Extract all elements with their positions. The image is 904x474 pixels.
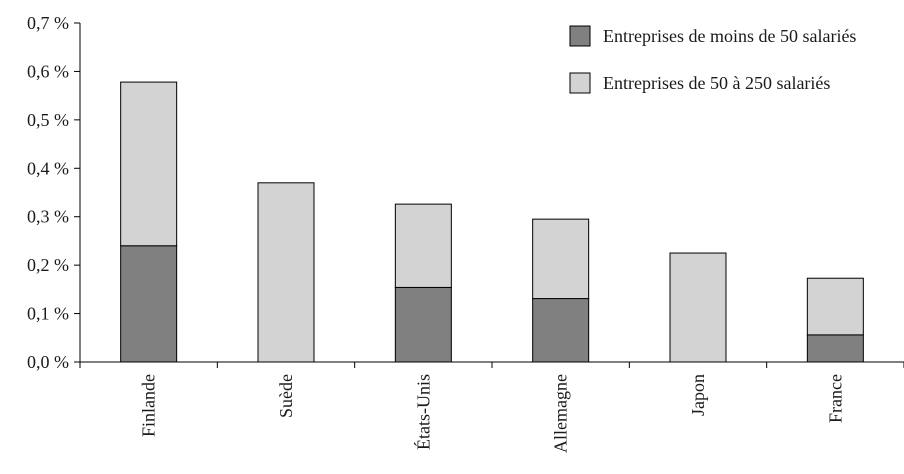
bar-mid-firms-4 (669, 252, 727, 363)
legend-swatch (569, 72, 591, 94)
bar-small-firms-2 (394, 286, 452, 363)
x-tick-label: Allemagne (551, 374, 571, 453)
y-tick-label: 0,6 % (27, 61, 69, 81)
bar-mid-firms-3 (532, 218, 590, 300)
y-tick-label: 0,1 % (27, 304, 69, 324)
y-tick-label: 0,4 % (27, 158, 69, 178)
x-tick-label: États-Unis (412, 374, 433, 450)
y-axis: 0,0 % 0,1 % 0,2 % 0,3 % 0,4 % 0,5 % 0,6 % 0,7 % (27, 13, 81, 372)
bar-mid-firms-1 (257, 182, 315, 363)
bar-mid-firms-2 (394, 203, 452, 288)
x-axis: Finlande Suède États-Unis Allemagne Japon Fra… (79, 361, 904, 453)
legend: Entreprises de moins de 50 salariés Entre… (569, 25, 856, 94)
x-tick-label: France (825, 374, 845, 423)
bar-small-firms-3 (532, 298, 590, 363)
bars (120, 81, 864, 363)
x-tick-label: Japon (688, 374, 708, 416)
y-tick-label: 0,7 % (27, 13, 69, 33)
y-tick-label: 0,3 % (27, 207, 69, 227)
y-tick-label: 0,2 % (27, 255, 69, 275)
y-tick-label: 0,0 % (27, 352, 69, 372)
legend-swatch (569, 25, 591, 47)
bar-mid-firms-5 (806, 277, 864, 336)
legend-label: Entreprises de moins de 50 salariés (603, 26, 856, 46)
x-tick-label: Finlande (139, 374, 159, 437)
bar-small-firms-0 (120, 245, 178, 363)
bar-mid-firms-0 (120, 81, 178, 247)
bar-small-firms-5 (806, 334, 864, 363)
legend-label: Entreprises de 50 à 250 salariés (603, 73, 830, 93)
y-tick-label: 0,5 % (27, 110, 69, 130)
x-tick-label: Suède (276, 374, 296, 418)
